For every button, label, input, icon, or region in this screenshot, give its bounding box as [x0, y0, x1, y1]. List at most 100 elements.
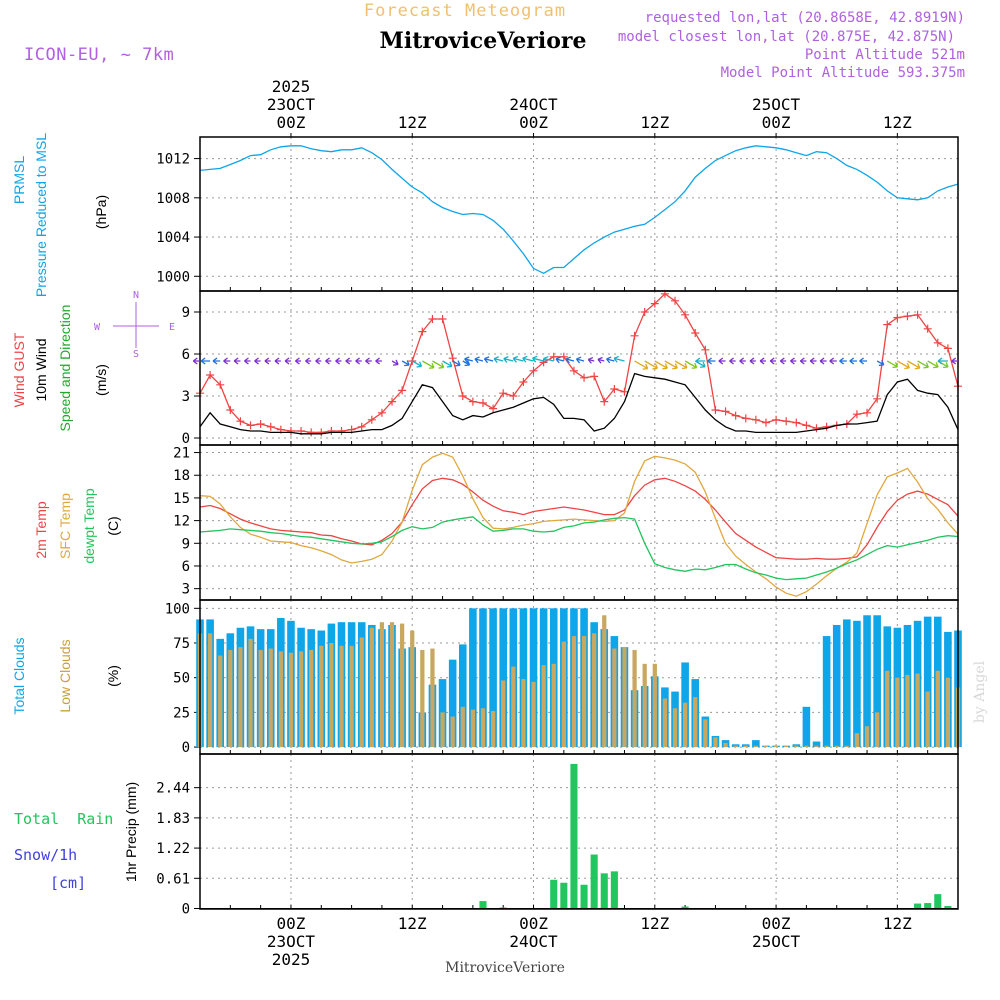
pressure-label-prmsl: PRMSL [11, 156, 27, 204]
wind-direction-arrow [759, 357, 766, 365]
y-tick-label: 2.44 [156, 781, 190, 797]
time-label-bottom: 12Z [398, 914, 427, 933]
low-cloud-bar [945, 677, 951, 748]
header-location-title: MitroviceVeriore [380, 28, 587, 54]
low-cloud-bar [400, 623, 405, 748]
gust-marker [367, 415, 376, 424]
pressure-label-long: Pressure Reduced to MSL [33, 133, 49, 297]
gust-marker [913, 310, 922, 319]
low-cloud-bar [339, 645, 344, 748]
gust-marker [731, 411, 740, 420]
compass-e: E [169, 322, 175, 333]
wind-direction-arrow [212, 357, 221, 365]
time-label-bottom: 24OCT [509, 932, 558, 951]
gust-marker [802, 421, 811, 430]
wind-direction-arrow [325, 357, 332, 365]
y-tick-label: 1.83 [156, 811, 190, 827]
time-label-bottom: 00Z [519, 914, 548, 933]
wind-direction-arrow [335, 357, 342, 365]
pressure-unit: (hPa) [93, 195, 109, 229]
gust-marker [761, 418, 770, 427]
low-cloud-bar [804, 745, 809, 748]
time-label-top: 00Z [762, 113, 791, 132]
precip-bar [610, 871, 618, 909]
low-cloud-bar [703, 719, 708, 748]
panel-frame [199, 290, 959, 446]
temperature-side-labels: 2m Temp SFC Temp dewpt Temp (C) [33, 488, 121, 563]
low-cloud-bar [440, 712, 445, 748]
low-cloud-bar [511, 666, 516, 748]
total-cloud-bar [843, 619, 851, 748]
series-line-10m-wind [199, 372, 959, 435]
low-cloud-bar [875, 712, 880, 748]
low-cloud-bar [854, 733, 860, 748]
y-tick-label: 0 [182, 431, 190, 447]
low-cloud-bar [319, 645, 324, 748]
gust-marker [216, 380, 225, 389]
panel-wind: 0 3 6 9 [182, 289, 962, 447]
gust-marker [206, 371, 215, 379]
wind-unit: (m/s) [93, 364, 109, 396]
low-cloud-bar [602, 615, 607, 748]
wind-direction-arrow [503, 356, 514, 363]
low-cloud-bar [672, 708, 678, 748]
clouds-label-low: Low Clouds [57, 639, 73, 712]
total-cloud-bar [853, 620, 861, 748]
low-cloud-bar [905, 674, 910, 748]
y-tick-label: 1004 [156, 230, 190, 246]
compass-s: S [133, 349, 139, 360]
gust-marker [883, 320, 892, 329]
y-tick-label: 0 [182, 902, 190, 918]
gust-marker [236, 417, 245, 426]
wind-direction-arrow [244, 357, 251, 365]
time-label-top: 23OCT [267, 95, 316, 114]
wind-direction-arrow [391, 359, 399, 366]
wind-direction-arrow [401, 360, 410, 367]
total-cloud-bar [448, 659, 457, 748]
panel-clouds: 0 25 50 75 100 [165, 599, 962, 756]
series-line-2m-temp [199, 477, 959, 560]
wind-direction-arrow [907, 360, 921, 370]
header-closest-coords: model closest lon,lat (20.875E, 42.875N) [618, 29, 955, 45]
series-line-wind-gust [199, 292, 959, 434]
wind-direction-arrow [829, 357, 837, 365]
low-cloud-bar [490, 710, 496, 748]
gust-marker [923, 324, 932, 333]
panel-temperature: 3 6 9 12 15 18 21 [173, 444, 959, 601]
time-label-bottom: 12Z [883, 914, 912, 933]
wind-direction-arrow [575, 356, 585, 364]
y-tick-label: 25 [173, 705, 190, 721]
low-cloud-bar [389, 622, 395, 748]
wind-direction-arrow [749, 357, 756, 365]
low-cloud-bar [642, 663, 647, 748]
low-cloud-bar [571, 636, 577, 748]
low-cloud-bar [420, 649, 425, 748]
gust-marker [418, 327, 427, 336]
gust-marker [549, 352, 558, 361]
gust-marker [266, 422, 275, 431]
wind-direction-arrow [274, 357, 281, 365]
wind-direction-arrow [493, 356, 504, 363]
time-label-top: 12Z [640, 113, 669, 132]
total-cloud-bar [752, 740, 760, 748]
wind-direction-arrow [462, 360, 471, 367]
gust-marker [943, 344, 952, 353]
total-cloud-bar [802, 706, 811, 748]
precip-bar [600, 873, 608, 909]
wind-label-gust: Wind GUST [11, 332, 27, 407]
gust-marker [782, 417, 791, 426]
precip-side-labels: Total Rain Snow/1h [cm] 1hr Precip (mm) [14, 782, 139, 892]
y-tick-label: 1012 [156, 152, 190, 168]
y-tick-label: 1.22 [156, 841, 190, 857]
wind-direction-arrow [613, 355, 625, 363]
low-cloud-bar [531, 681, 536, 748]
gust-marker [377, 408, 386, 417]
gust-marker [307, 428, 316, 437]
low-cloud-bar [693, 697, 698, 748]
gust-marker [489, 404, 498, 413]
wind-direction-arrow [345, 357, 352, 365]
wind-direction-arrow [886, 360, 899, 369]
low-cloud-bar [288, 652, 294, 748]
low-cloud-bar [733, 745, 738, 748]
gust-marker [852, 410, 861, 419]
